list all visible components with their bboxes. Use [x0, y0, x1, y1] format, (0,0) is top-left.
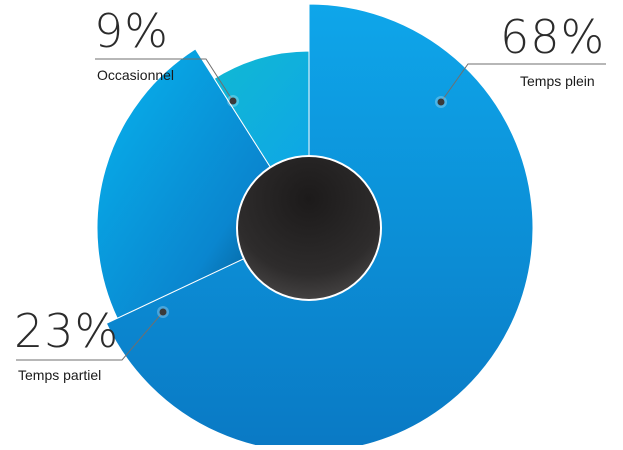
slice-label-temps-plein: Temps plein — [520, 73, 595, 89]
slice-label-temps-partiel: Temps partiel — [18, 367, 102, 383]
leader-line-occasionnel — [95, 58, 234, 102]
pie-center-hole — [236, 155, 382, 301]
slice-value-label-temps-plein: 68% — [500, 10, 606, 64]
slice-value-label-temps-partiel: 23% — [14, 304, 120, 358]
slice-label-occasionnel: Occasionnel — [97, 67, 175, 83]
leader-marker-occasionnel — [229, 97, 237, 105]
leader-marker-temps-plein — [437, 98, 445, 106]
slice-value-label-occasionnel: 9% — [94, 4, 169, 58]
leader-line-temps-partiel — [16, 311, 164, 361]
leader-marker-temps-partiel — [159, 308, 167, 316]
leader-line-temps-plein — [440, 63, 606, 103]
